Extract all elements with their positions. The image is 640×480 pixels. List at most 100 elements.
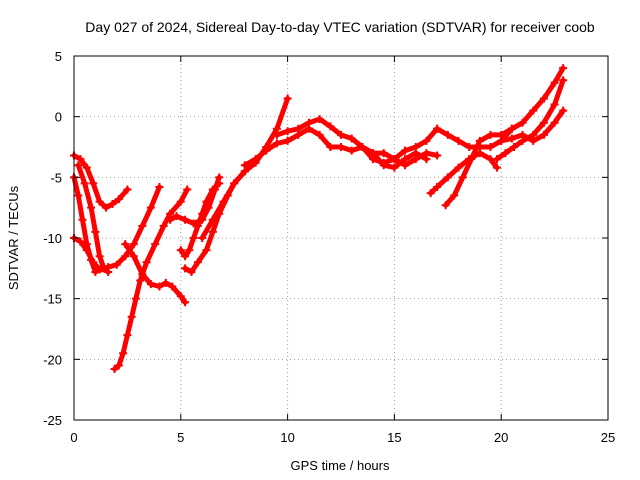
data-point bbox=[208, 227, 217, 236]
data-point bbox=[272, 130, 281, 139]
data-point bbox=[131, 294, 140, 303]
data-point bbox=[91, 267, 100, 276]
data-point bbox=[347, 146, 356, 155]
data-point bbox=[102, 203, 111, 212]
data-point bbox=[114, 361, 123, 370]
data-point bbox=[422, 136, 431, 145]
data-point bbox=[82, 246, 91, 255]
data-point bbox=[492, 163, 501, 172]
x-tick-label: 20 bbox=[494, 430, 508, 445]
data-point bbox=[467, 155, 476, 164]
data-point bbox=[172, 212, 181, 221]
data-point bbox=[379, 161, 388, 170]
data-point bbox=[358, 143, 367, 151]
data-point bbox=[272, 139, 281, 148]
data-point bbox=[486, 130, 495, 139]
data-point bbox=[433, 183, 442, 192]
y-tick-label: -20 bbox=[43, 352, 62, 367]
data-point bbox=[550, 100, 559, 109]
data-point bbox=[95, 265, 104, 274]
data-point bbox=[123, 185, 132, 194]
data-point bbox=[74, 191, 83, 200]
data-point bbox=[294, 124, 303, 133]
data-point bbox=[379, 149, 388, 158]
data-point bbox=[121, 240, 130, 249]
y-tick-label: 0 bbox=[55, 110, 62, 125]
data-point bbox=[219, 197, 228, 206]
data-point bbox=[337, 143, 345, 151]
data-point bbox=[539, 94, 548, 103]
data-point bbox=[486, 143, 495, 151]
data-point bbox=[401, 146, 410, 155]
data-point bbox=[518, 118, 527, 127]
data-point bbox=[114, 195, 123, 204]
x-tick-label: 25 bbox=[601, 430, 615, 445]
data-point bbox=[89, 179, 98, 188]
data-point bbox=[426, 189, 435, 198]
data-point bbox=[251, 155, 260, 164]
data-point bbox=[183, 185, 192, 194]
series-track-12 bbox=[274, 116, 440, 162]
grid bbox=[74, 56, 608, 420]
series-track-4 bbox=[71, 184, 162, 272]
data-point bbox=[123, 331, 132, 340]
data-point bbox=[326, 143, 335, 151]
data-point bbox=[433, 124, 442, 133]
data-point bbox=[202, 197, 211, 206]
data-point bbox=[74, 161, 83, 170]
y-tick-label: -10 bbox=[43, 231, 62, 246]
data-point bbox=[121, 252, 130, 261]
data-point bbox=[176, 197, 185, 206]
data-point bbox=[240, 161, 249, 170]
x-tick-label: 10 bbox=[280, 430, 294, 445]
data-point bbox=[559, 64, 568, 73]
data-point bbox=[433, 151, 442, 160]
data-point bbox=[390, 163, 399, 172]
data-point bbox=[454, 136, 463, 145]
data-point bbox=[208, 185, 217, 194]
data-point bbox=[138, 221, 147, 230]
axis-ticks: 0 5 10 15 20 25 -25 -20 -15 -10 -5 0 5 bbox=[43, 49, 615, 445]
data-point bbox=[95, 252, 104, 261]
data-point bbox=[159, 221, 168, 230]
data-point bbox=[559, 106, 568, 115]
data-point bbox=[497, 136, 506, 145]
data-point bbox=[138, 270, 147, 279]
data-point bbox=[82, 163, 91, 172]
data-point bbox=[142, 258, 151, 267]
data-point bbox=[129, 240, 138, 249]
data-point bbox=[326, 122, 335, 131]
data-point bbox=[176, 246, 185, 255]
data-point bbox=[507, 124, 516, 133]
data-point bbox=[187, 267, 196, 276]
data-point bbox=[189, 234, 198, 242]
data-series bbox=[70, 64, 568, 374]
data-point bbox=[443, 173, 452, 182]
data-point bbox=[91, 227, 100, 236]
data-point bbox=[422, 155, 431, 164]
y-tick-label: -15 bbox=[43, 292, 62, 307]
data-point bbox=[215, 179, 224, 188]
data-point bbox=[283, 94, 292, 103]
y-tick-label: -5 bbox=[50, 170, 62, 185]
data-point bbox=[198, 234, 207, 242]
y-axis-label: SDTVAR / TECUs bbox=[6, 185, 21, 290]
data-point bbox=[441, 201, 450, 210]
data-point bbox=[166, 215, 175, 224]
data-point bbox=[76, 155, 85, 164]
data-point bbox=[539, 118, 548, 127]
data-point bbox=[181, 215, 190, 224]
y-tick-label: 5 bbox=[55, 49, 62, 64]
series-track-14 bbox=[428, 150, 500, 196]
data-point bbox=[198, 209, 207, 218]
data-point bbox=[136, 276, 145, 285]
data-point bbox=[129, 252, 138, 261]
data-point bbox=[185, 246, 194, 255]
data-point bbox=[208, 215, 217, 224]
data-point bbox=[95, 197, 104, 206]
data-point bbox=[146, 203, 155, 212]
data-point bbox=[454, 163, 463, 172]
data-point bbox=[550, 78, 559, 87]
data-point bbox=[119, 349, 128, 358]
